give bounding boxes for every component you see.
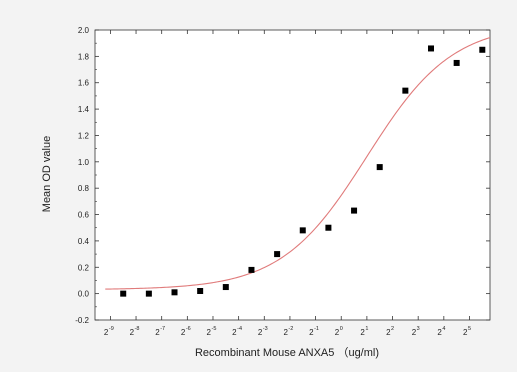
y-tick-label: 2.0 [78,26,90,35]
x-tick-label: 2 [360,328,365,337]
data-point [479,46,486,53]
x-tick-label: 2 [412,328,417,337]
y-tick-label: 1.4 [78,105,90,114]
x-tick-label-exponent: 5 [468,326,471,332]
x-tick-label: 2 [104,328,109,337]
x-tick-label: 2 [258,328,263,337]
data-point [299,227,306,234]
x-tick-label: 2 [232,328,237,337]
x-tick-label-exponent: -2 [288,326,293,332]
y-tick-label: 0.0 [78,290,90,299]
data-point [453,59,460,66]
x-tick-label: 2 [386,328,391,337]
data-point [376,164,383,171]
y-tick-label: 1.2 [78,131,90,140]
data-point [222,284,229,291]
x-tick-label: 2 [155,328,160,337]
x-tick-label-exponent: 2 [391,326,394,332]
y-tick-label: 1.6 [78,79,90,88]
y-tick-label: 0.2 [78,263,90,272]
data-point [325,224,332,231]
data-point [428,45,435,52]
x-tick-label-exponent: -1 [314,326,319,332]
x-tick-label-exponent: -3 [263,326,268,332]
x-tick-label-exponent: -7 [160,326,165,332]
y-tick-label: 1.8 [78,52,90,61]
data-point [171,289,178,296]
plot-layer: -0.20.00.20.40.60.81.01.21.41.61.82.02 -9… [75,26,491,337]
plot-area-background [95,30,490,320]
x-tick-label-exponent: 4 [442,326,445,332]
x-tick-label: 2 [309,328,314,337]
x-tick-label: 2 [283,328,288,337]
x-tick-label: 2 [207,328,212,337]
y-axis-title: Mean OD value [41,136,53,212]
data-point [248,266,255,273]
x-tick-label: 2 [463,328,468,337]
x-tick-label-exponent: 3 [417,326,420,332]
x-tick-label-exponent: -6 [186,326,191,332]
x-axis-title: Recombinant Mouse ANXA5 （ug/ml) [195,346,379,359]
data-point [197,288,204,294]
x-tick-label-exponent: -5 [211,326,216,332]
y-tick-label: 0.6 [78,211,90,220]
y-tick-label: 0.4 [78,237,90,246]
y-tick-label: -0.2 [75,316,89,325]
x-tick-label-exponent: -4 [237,326,242,332]
data-point [120,290,127,297]
data-point [274,251,281,258]
x-tick-label-exponent: -9 [109,326,114,332]
x-tick-label: 2 [181,328,186,337]
y-tick-label: 1.0 [78,158,90,167]
x-tick-label: 2 [335,328,340,337]
x-tick-label-exponent: 1 [365,326,368,332]
x-tick-label: 2 [130,328,135,337]
y-tick-label: 0.8 [78,184,90,193]
x-tick-label-exponent: 0 [340,326,343,332]
x-tick-label: 2 [437,328,442,337]
data-point [145,290,152,297]
data-point [351,207,358,214]
data-point [402,87,409,94]
fit-curve [105,37,491,290]
x-tick-label-exponent: -8 [135,326,140,332]
